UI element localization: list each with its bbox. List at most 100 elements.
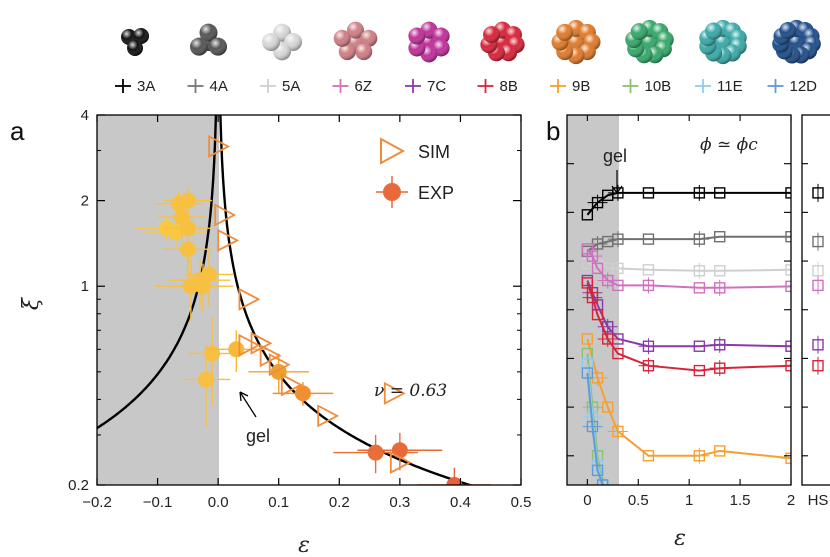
series-point-12d [596, 479, 609, 485]
panel-a-ylabel: ξ [19, 296, 44, 310]
panel-a-plot-area [97, 115, 491, 485]
series-point-8b [693, 364, 706, 377]
cluster-9b-icon [551, 19, 601, 65]
x-tick-label: −0.2 [82, 494, 112, 511]
panel-a: a −0.2 −0.1 0.0 0.1 0.2 0.3 0.4 0.5 0.2 1 2 4 ε ξ S… [10, 107, 532, 557]
cluster-8b-icon [480, 21, 525, 62]
series-point-8b [602, 333, 614, 345]
sim-point [217, 228, 240, 252]
fit-curve-left [97, 115, 218, 430]
series-point-8b [581, 277, 594, 289]
panel-b: b 0 0.5 1 1.5 2 HS ε ϕ ≃ ϕc gel [546, 114, 830, 551]
cluster-ball-shade [483, 26, 501, 44]
x-tick-label: 0.5 [511, 494, 532, 511]
series-point-8b [642, 360, 655, 372]
series-point-5a [642, 264, 655, 276]
panel-b-hs-frame [801, 114, 830, 486]
series-point-3a [714, 187, 726, 199]
sim-point [238, 333, 261, 357]
series-point-4a [714, 231, 726, 243]
x-tick-label: 0.3 [389, 494, 410, 511]
cluster-4a-icon [189, 23, 228, 56]
panel-a-label: a [10, 116, 25, 146]
cluster-ball-shade [360, 29, 378, 47]
series-point-3a [693, 187, 706, 199]
series-point-8b [714, 362, 726, 374]
series-point-9b [785, 452, 791, 464]
cluster-ball-shade [347, 21, 364, 39]
series-point-6z [642, 279, 655, 292]
series-point-8b [785, 360, 791, 372]
series-point-5a [612, 262, 624, 275]
series-point-4a [785, 231, 791, 243]
series-point-3a [642, 187, 655, 199]
exp-point [195, 278, 211, 295]
series-point-7c [693, 340, 706, 352]
exp-point [294, 385, 311, 402]
panel-b-ticks: 0 0.5 1 1.5 2 [567, 115, 808, 509]
panel-b-gel-arrowhead [611, 185, 623, 194]
cluster-ball-shade [432, 27, 450, 45]
cluster-5a-icon [262, 23, 302, 61]
series-point-9b [714, 445, 726, 457]
series-point-8b [612, 347, 624, 360]
cluster-12d-icon [772, 19, 821, 64]
legend-label-6z: 6Z [355, 78, 373, 95]
cluster-ball-shade [500, 44, 518, 62]
panel-b-xlabel: ε [674, 526, 686, 551]
x-tick-label: −0.1 [143, 494, 173, 511]
cluster-ball-shade [127, 40, 143, 56]
x-tick-label: 0.2 [329, 494, 350, 511]
legend-exp-label: EXP [418, 183, 454, 203]
exp-point [446, 477, 463, 485]
legend-label-9b: 9B [572, 78, 590, 95]
series-point-6z [693, 282, 706, 294]
panel-b-plot-area [581, 184, 791, 485]
cluster-ball-shade [199, 23, 218, 42]
series-point-9b [693, 450, 706, 462]
panel-b-hs-label: HS [808, 492, 829, 509]
panel-b-phi-annotation: ϕ ≃ ϕc [700, 135, 758, 155]
legend-sim-marker [380, 137, 406, 165]
x-tick-label: 0.0 [208, 494, 229, 511]
sim-point [280, 373, 303, 397]
cluster-ball-shade [408, 27, 426, 45]
cluster-ball-shade [556, 23, 574, 41]
legend-label-8b: 8B [500, 78, 518, 95]
y-tick-label: 0.2 [68, 477, 89, 494]
x-tick-label: 0.1 [268, 494, 289, 511]
exp-point [391, 442, 408, 459]
legend-label-3a: 3A [137, 78, 155, 95]
series-line-12d [586, 372, 604, 485]
sim-point [238, 287, 261, 311]
panel-a-nu-annotation: ν = 0.63 [374, 381, 447, 401]
series-line-8b [586, 282, 791, 372]
panel-a-gel-arrow [239, 391, 257, 418]
hs-point-7c [812, 339, 824, 351]
b-x-tick-label: 1 [685, 492, 693, 509]
cluster-ball-shade [705, 22, 723, 40]
series-point-6z [714, 282, 726, 294]
b-x-tick-label: 2 [787, 492, 795, 509]
cluster-ball-shade [333, 29, 351, 47]
series-point-8b [586, 291, 599, 304]
panel-a-legend: SIM EXP [376, 137, 454, 208]
panel-b-gel-annotation: gel [603, 146, 627, 166]
hs-point-6z [812, 279, 824, 292]
panel-a-frame [96, 114, 522, 486]
cluster-ball-shade [408, 39, 426, 57]
cluster-7c-icon [408, 21, 450, 63]
panel-b-frame [566, 114, 792, 486]
panel-a-shaded-region [97, 115, 219, 485]
legend-label-7c: 7C [427, 78, 446, 95]
series-line-3a [586, 191, 791, 216]
series-point-3a [612, 187, 624, 199]
series-point-6z [586, 250, 599, 262]
series-point-4a [693, 233, 706, 245]
series-point-9b [642, 450, 655, 462]
cluster-ball-shade [567, 33, 585, 51]
series-point-6z [591, 262, 604, 275]
sim-point [214, 203, 237, 227]
legend-exp-marker [383, 183, 401, 201]
